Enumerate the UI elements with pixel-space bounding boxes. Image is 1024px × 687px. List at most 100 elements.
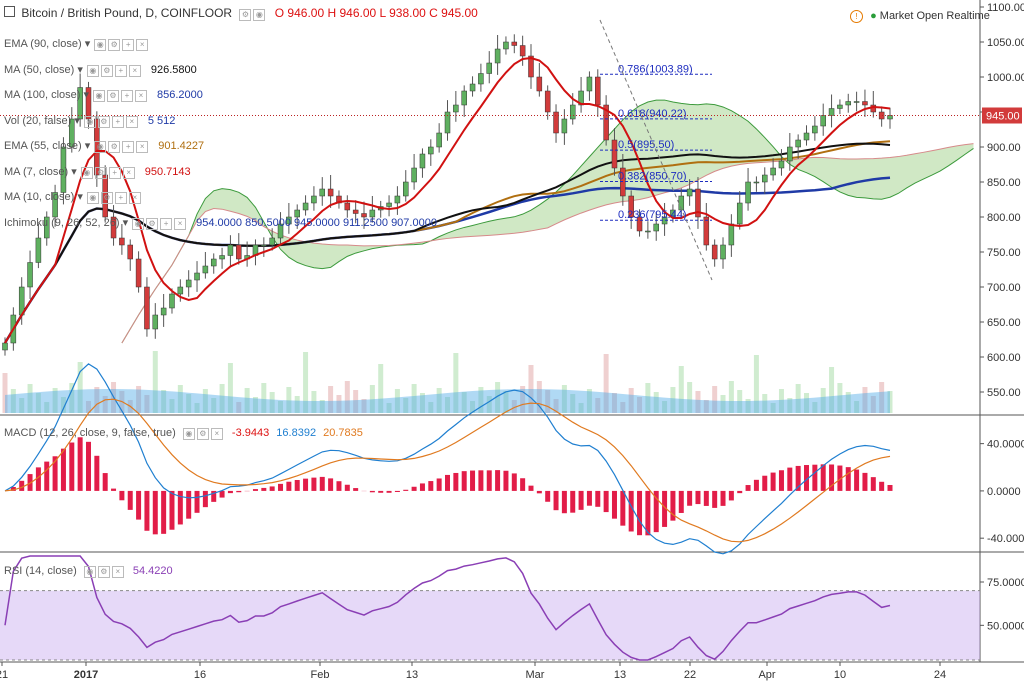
- candle-body: [437, 133, 442, 147]
- plus-icon[interactable]: +: [122, 39, 134, 51]
- settings-icon[interactable]: ⚙: [108, 39, 120, 51]
- settings-icon[interactable]: ⚙: [146, 218, 158, 230]
- settings-icon[interactable]: ⚙: [108, 141, 120, 153]
- chevron-down-icon[interactable]: ▾: [82, 140, 91, 152]
- indicator-row[interactable]: MA (100, close) ▾◉⚙+×856.2000: [4, 88, 203, 102]
- candle-body: [403, 182, 408, 196]
- eye-icon[interactable]: ◉: [253, 9, 265, 21]
- plus-icon[interactable]: +: [115, 192, 127, 204]
- candle-body: [261, 245, 266, 246]
- indicator-row[interactable]: MA (50, close) ▾◉⚙+×926.5800: [4, 63, 197, 77]
- plus-icon[interactable]: +: [122, 141, 134, 153]
- title-buttons[interactable]: ⚙◉: [239, 6, 267, 21]
- settings-icon[interactable]: ⚙: [239, 9, 251, 21]
- y-tick-label: 550.00: [987, 387, 1021, 399]
- eye-icon[interactable]: ◉: [87, 65, 99, 77]
- indicator-buttons[interactable]: ◉⚙+×: [87, 190, 143, 204]
- macd-hist-bar: [537, 491, 542, 493]
- indicator-row[interactable]: MA (7, close) ▾◉⚙+×950.7143: [4, 165, 191, 179]
- macd-hist-bar: [445, 475, 450, 491]
- macd-buttons[interactable]: ◉⚙×: [183, 426, 225, 440]
- indicator-buttons[interactable]: ◉⚙+×: [93, 88, 149, 102]
- chevron-down-icon[interactable]: ▾: [82, 38, 91, 50]
- ohlc-open: O 946.00: [275, 6, 324, 20]
- macd-hist-bar: [470, 471, 475, 491]
- eye-icon[interactable]: ◉: [183, 428, 195, 440]
- macd-value-1: -3.9443: [232, 427, 269, 439]
- candle-body: [503, 42, 508, 49]
- indicator-row[interactable]: MA (10, close) ▾◉⚙+×: [4, 190, 151, 204]
- settings-icon[interactable]: ⚙: [101, 65, 113, 77]
- fib-level-label: 0.618(940.22): [618, 108, 687, 120]
- macd-hist-bar: [721, 491, 726, 506]
- eye-icon[interactable]: ◉: [81, 167, 93, 179]
- indicator-buttons[interactable]: ◉⚙+×: [81, 165, 137, 179]
- close-icon[interactable]: ×: [211, 428, 223, 440]
- settings-icon[interactable]: ⚙: [98, 116, 110, 128]
- chevron-down-icon[interactable]: ▾: [74, 64, 83, 76]
- settings-icon[interactable]: ⚙: [197, 428, 209, 440]
- settings-icon[interactable]: ⚙: [107, 90, 119, 102]
- x-tick-label: Feb: [311, 669, 330, 681]
- close-icon[interactable]: ×: [174, 218, 186, 230]
- plus-icon[interactable]: +: [121, 90, 133, 102]
- collapse-icon[interactable]: [4, 6, 15, 17]
- chevron-down-icon[interactable]: ▾: [68, 166, 77, 178]
- indicator-row[interactable]: EMA (90, close) ▾◉⚙+×: [4, 37, 158, 51]
- close-icon[interactable]: ×: [135, 90, 147, 102]
- close-icon[interactable]: ×: [126, 116, 138, 128]
- macd-hist-bar: [453, 473, 458, 491]
- settings-icon[interactable]: ⚙: [101, 192, 113, 204]
- eye-icon[interactable]: ◉: [94, 39, 106, 51]
- eye-icon[interactable]: ◉: [94, 141, 106, 153]
- plus-icon[interactable]: +: [109, 167, 121, 179]
- close-icon[interactable]: ×: [129, 65, 141, 77]
- indicator-row[interactable]: EMA (55, close) ▾◉⚙+×901.4227: [4, 139, 204, 153]
- chevron-down-icon[interactable]: ▾: [74, 191, 83, 203]
- candle-body: [470, 84, 475, 91]
- plus-icon[interactable]: +: [115, 65, 127, 77]
- macd-hist-bar: [195, 491, 200, 513]
- indicator-buttons[interactable]: ◉⚙+×: [84, 114, 140, 128]
- indicator-buttons[interactable]: ◉⚙+×: [87, 63, 143, 77]
- candle-body: [687, 189, 692, 196]
- alert-icon[interactable]: !: [850, 10, 863, 23]
- plus-icon[interactable]: +: [160, 218, 172, 230]
- chevron-down-icon[interactable]: ▾: [71, 115, 80, 127]
- macd-hist-bar: [437, 478, 442, 490]
- ohlc-low: L 938.00: [380, 6, 426, 20]
- rsi-buttons[interactable]: ◉⚙×: [84, 564, 126, 578]
- indicator-value: 856.2000: [157, 89, 203, 101]
- close-icon[interactable]: ×: [123, 167, 135, 179]
- eye-icon[interactable]: ◉: [132, 218, 144, 230]
- rsi-band: [0, 591, 980, 660]
- settings-icon[interactable]: ⚙: [98, 566, 110, 578]
- plus-icon[interactable]: +: [112, 116, 124, 128]
- chevron-down-icon[interactable]: ▾: [120, 217, 129, 229]
- indicator-row[interactable]: Vol (20, false) ▾◉⚙+×5 512: [4, 114, 175, 128]
- macd-hist-bar: [94, 456, 99, 491]
- close-icon[interactable]: ×: [136, 39, 148, 51]
- macd-hist-bar: [846, 467, 851, 491]
- macd-hist-bar: [787, 468, 792, 491]
- chevron-down-icon[interactable]: ▾: [80, 89, 89, 101]
- close-icon[interactable]: ×: [112, 566, 124, 578]
- indicator-value: 901.4227: [158, 140, 204, 152]
- eye-icon[interactable]: ◉: [84, 566, 96, 578]
- indicator-row[interactable]: Ichimoku (9, 26, 52, 26) ▾◉⚙+×954.0000 8…: [4, 216, 437, 230]
- close-icon[interactable]: ×: [136, 141, 148, 153]
- candle-body: [487, 63, 492, 74]
- indicator-buttons[interactable]: ◉⚙+×: [94, 37, 150, 51]
- macd-hist-bar: [812, 465, 817, 491]
- indicator-buttons[interactable]: ◉⚙+×: [94, 139, 150, 153]
- eye-icon[interactable]: ◉: [87, 192, 99, 204]
- candle-body: [186, 280, 191, 287]
- settings-icon[interactable]: ⚙: [95, 167, 107, 179]
- market-status[interactable]: ! ● Market Open Realtime: [850, 9, 990, 23]
- indicator-buttons[interactable]: ◉⚙+×: [132, 216, 188, 230]
- eye-icon[interactable]: ◉: [84, 116, 96, 128]
- eye-icon[interactable]: ◉: [93, 90, 105, 102]
- close-icon[interactable]: ×: [129, 192, 141, 204]
- rsi-legend: RSI (14, close) ◉⚙× 54.4220: [4, 564, 173, 578]
